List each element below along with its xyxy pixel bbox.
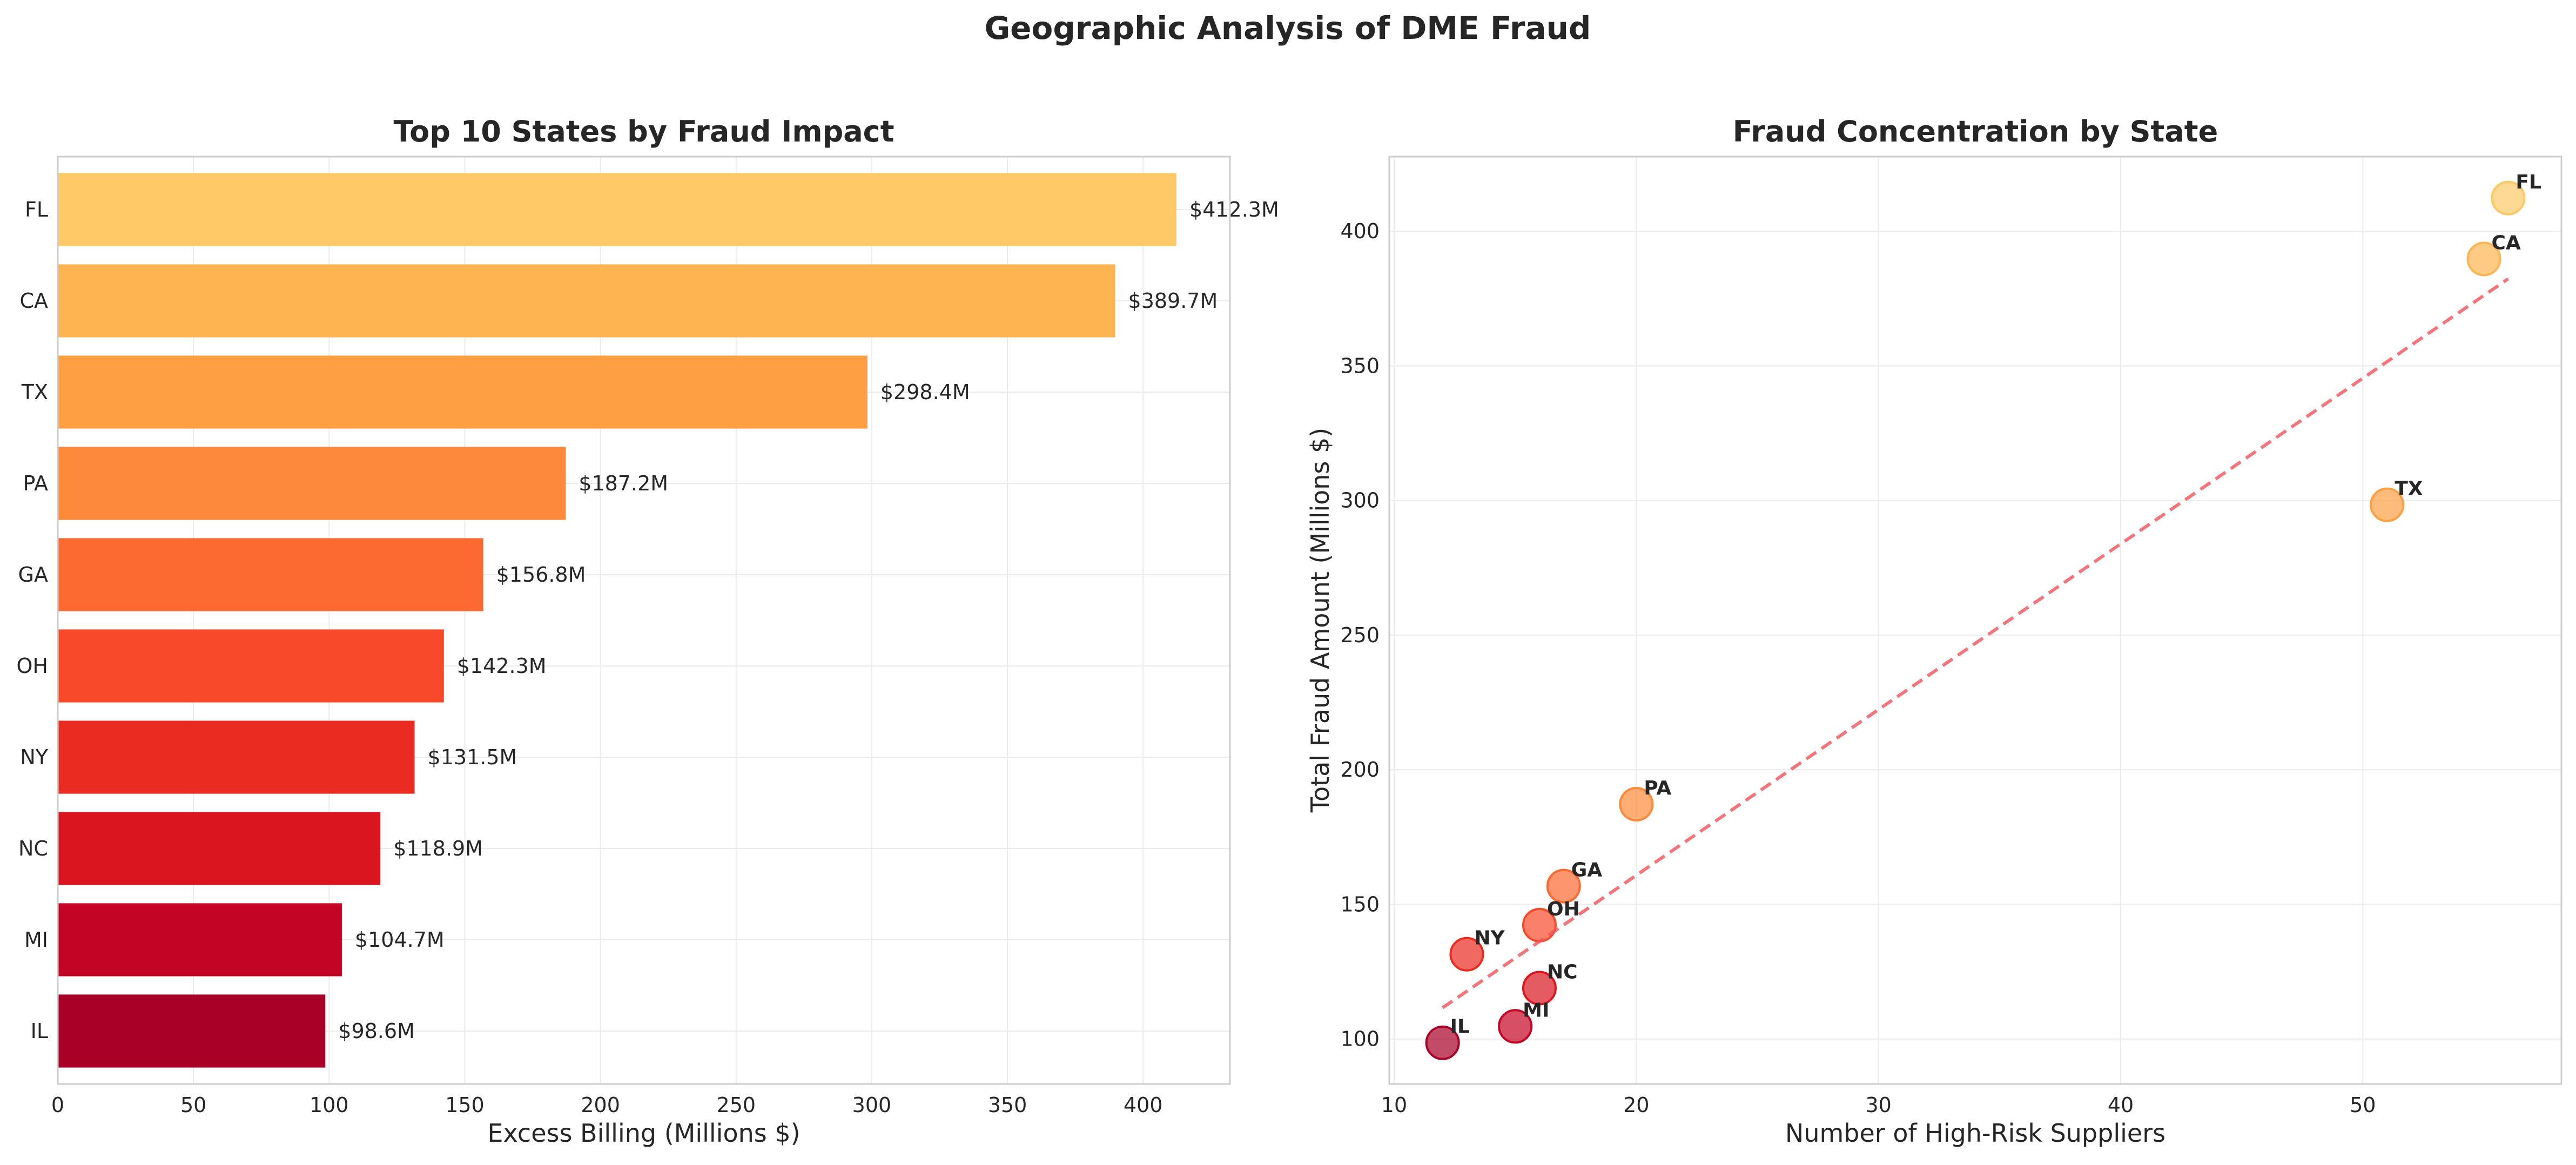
figure-title: Geographic Analysis of DME Fraud xyxy=(985,10,1591,46)
scatter-chart-y-tick-label: 150 xyxy=(1340,892,1380,916)
scatter-point-label: OH xyxy=(1547,898,1580,920)
scatter-chart-y-tick-label: 200 xyxy=(1340,758,1380,782)
bar-chart-x-tick-label: 400 xyxy=(1124,1093,1163,1117)
scatter-chart-y-ticks: 100 150 200 250 300 350 400 xyxy=(1340,219,1380,1051)
scatter-point-label: FL xyxy=(2516,171,2541,193)
scatter-point-label: IL xyxy=(1450,1016,1470,1038)
scatter-point-label: GA xyxy=(1571,859,1603,881)
bar-chart-y-tick-label: NY xyxy=(20,745,48,769)
bar-data-label: $156.8M xyxy=(496,563,586,587)
bar xyxy=(58,447,566,520)
bar-chart-x-tick-label: 200 xyxy=(581,1093,620,1117)
bar-chart-x-tick-label: 50 xyxy=(180,1093,206,1117)
scatter-chart-plot-area xyxy=(1389,157,2561,1084)
scatter-chart-frame xyxy=(1388,156,2562,1085)
bar-chart-x-tick-label: 350 xyxy=(988,1093,1027,1117)
scatter-chart-y-tick-label: 300 xyxy=(1340,489,1380,513)
scatter-point-label: NY xyxy=(1474,927,1505,949)
bar-chart-y-tick-label: IL xyxy=(31,1019,48,1043)
bar-chart-y-tick-label: TX xyxy=(21,380,48,404)
bar xyxy=(58,538,483,611)
bar-chart-y-tick-label: FL xyxy=(25,198,48,221)
bar xyxy=(58,903,342,977)
trend-line xyxy=(1441,277,2510,1009)
scatter-chart-x-tick-label: 30 xyxy=(1865,1093,1891,1117)
bar-data-label: $412.3M xyxy=(1189,198,1279,221)
scatter-point-label: NC xyxy=(1547,961,1578,984)
bar-chart-y-ticks: FL CA TX PA GA OH NY NC MI IL xyxy=(17,198,49,1043)
bar-chart-y-tick-label: NC xyxy=(18,837,48,860)
scatter-point xyxy=(2491,180,2526,216)
bar-chart-x-tick-label: 150 xyxy=(445,1093,485,1117)
scatter-point-label: PA xyxy=(1644,777,1671,799)
scatter-chart-title: Fraud Concentration by State xyxy=(1733,115,2218,149)
scatter-chart-y-tick-label: 350 xyxy=(1340,354,1380,378)
bar-data-label: $104.7M xyxy=(355,928,445,952)
scatter-point xyxy=(2370,487,2405,522)
scatter-point-label: MI xyxy=(1523,999,1549,1021)
scatter-chart-x-axis-label: Number of High-Risk Suppliers xyxy=(1785,1119,2165,1148)
bar xyxy=(58,812,381,885)
bar-data-label: $131.5M xyxy=(428,745,517,769)
bar-data-label: $389.7M xyxy=(1128,289,1218,313)
bar-chart-bars xyxy=(58,173,1177,1068)
bar-chart-y-tick-label: CA xyxy=(19,289,48,313)
scatter-point xyxy=(1498,1009,1533,1044)
bar xyxy=(58,994,326,1068)
bar-chart-y-tick-label: GA xyxy=(18,563,48,587)
scatter-chart-x-ticks: 10 20 30 40 50 xyxy=(1381,1093,2376,1117)
scatter-point xyxy=(1425,1025,1460,1060)
bar-data-label: $98.6M xyxy=(338,1019,415,1043)
bar-data-label: $187.2M xyxy=(579,472,668,495)
scatter-chart-x-tick-label: 10 xyxy=(1381,1093,1407,1117)
scatter-point xyxy=(1449,937,1484,972)
bar-chart-y-tick-label: MI xyxy=(24,928,48,952)
scatter-point xyxy=(1522,971,1557,1006)
scatter-chart-grid xyxy=(1389,157,2561,1084)
bar xyxy=(58,264,1115,338)
scatter-chart-points xyxy=(1425,180,2526,1060)
scatter-point-label: TX xyxy=(2395,478,2423,500)
bar xyxy=(58,355,867,429)
scatter-chart-y-axis-label: Total Fraud Amount (Millions $) xyxy=(1306,428,1335,813)
scatter-point-label: CA xyxy=(2492,232,2521,254)
scatter-chart-x-tick-label: 40 xyxy=(2108,1093,2134,1117)
bar-chart-panel: Top 10 States by Fraud Impact $412.3M $38… xyxy=(17,115,1279,1148)
bar-chart-frame xyxy=(57,156,1231,1085)
scatter-chart-y-tick-label: 250 xyxy=(1340,623,1380,647)
bar xyxy=(58,629,444,703)
scatter-point xyxy=(1619,787,1654,822)
bar-chart-x-ticks: 0 50 100 150 200 250 300 350 400 xyxy=(51,1093,1163,1117)
scatter-point xyxy=(2466,241,2501,277)
bar-chart-x-tick-label: 300 xyxy=(852,1093,892,1117)
bar xyxy=(58,720,415,794)
bar-chart-x-axis-label: Excess Billing (Millions $) xyxy=(487,1119,800,1148)
scatter-chart-y-tick-label: 400 xyxy=(1340,219,1380,243)
bar-chart-data-labels: $412.3M $389.7M $298.4M $187.2M $156.8M $142.… xyxy=(338,198,1279,1043)
bar-chart-x-tick-label: 0 xyxy=(51,1093,64,1117)
bar-chart-title: Top 10 States by Fraud Impact xyxy=(393,115,894,149)
scatter-chart-point-labels: FL CA TX PA GA OH NY NC MI IL xyxy=(1450,171,2541,1038)
scatter-chart-x-tick-label: 20 xyxy=(1623,1093,1649,1117)
scatter-chart-x-tick-label: 50 xyxy=(2350,1093,2376,1117)
bar-chart-y-tick-label: PA xyxy=(23,472,48,495)
scatter-chart-y-tick-label: 100 xyxy=(1340,1027,1380,1051)
scatter-point xyxy=(1546,868,1581,904)
bar-data-label: $142.3M xyxy=(457,654,547,678)
scatter-chart-trend-line xyxy=(1441,277,2510,1009)
bar-chart-y-tick-label: OH xyxy=(17,654,48,678)
bar-chart-x-tick-label: 250 xyxy=(717,1093,756,1117)
bar xyxy=(58,173,1177,246)
scatter-chart-panel: Fraud Concentration by State FL CA TX PA GA O… xyxy=(1306,115,2562,1148)
bar-chart-x-tick-label: 100 xyxy=(310,1093,349,1117)
bar-data-label: $118.9M xyxy=(393,837,483,860)
bar-data-label: $298.4M xyxy=(880,380,970,404)
